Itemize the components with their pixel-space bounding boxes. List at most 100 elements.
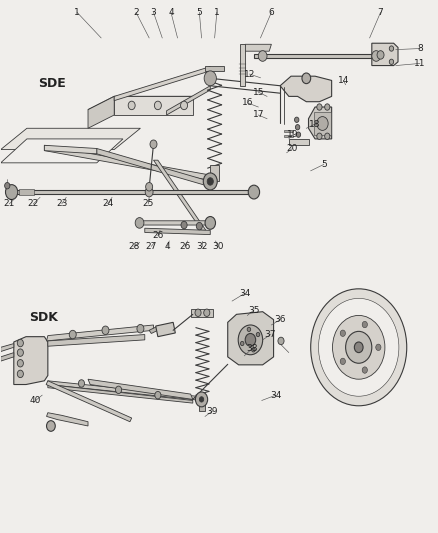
Polygon shape bbox=[240, 44, 245, 86]
Text: 23: 23 bbox=[56, 199, 67, 208]
Circle shape bbox=[102, 326, 109, 335]
Text: SDE: SDE bbox=[38, 77, 66, 90]
Circle shape bbox=[69, 330, 76, 339]
Circle shape bbox=[317, 104, 322, 110]
Polygon shape bbox=[7, 190, 258, 194]
Circle shape bbox=[318, 298, 399, 396]
Text: 18: 18 bbox=[309, 119, 321, 128]
Circle shape bbox=[354, 342, 363, 353]
Circle shape bbox=[150, 140, 157, 149]
Text: 20: 20 bbox=[286, 144, 298, 153]
Polygon shape bbox=[48, 335, 145, 346]
Text: 34: 34 bbox=[270, 391, 282, 400]
Circle shape bbox=[389, 59, 394, 64]
Circle shape bbox=[196, 222, 202, 230]
Text: SDK: SDK bbox=[29, 311, 58, 324]
Circle shape bbox=[325, 133, 330, 140]
Circle shape bbox=[155, 391, 161, 399]
Text: 16: 16 bbox=[242, 98, 253, 107]
Polygon shape bbox=[44, 146, 97, 154]
Polygon shape bbox=[1, 353, 14, 361]
Circle shape bbox=[278, 337, 284, 345]
Circle shape bbox=[17, 340, 23, 347]
Polygon shape bbox=[153, 160, 206, 230]
Circle shape bbox=[247, 327, 251, 332]
Polygon shape bbox=[228, 312, 274, 365]
Circle shape bbox=[256, 333, 260, 337]
Text: 26: 26 bbox=[152, 231, 163, 240]
Circle shape bbox=[346, 332, 372, 364]
Polygon shape bbox=[149, 326, 160, 334]
Circle shape bbox=[181, 221, 187, 229]
Text: 34: 34 bbox=[240, 288, 251, 297]
Text: 24: 24 bbox=[102, 199, 113, 208]
Text: 7: 7 bbox=[378, 8, 383, 17]
Text: 12: 12 bbox=[244, 70, 255, 78]
Text: 3: 3 bbox=[151, 8, 156, 17]
Polygon shape bbox=[166, 86, 210, 115]
Text: 11: 11 bbox=[414, 59, 426, 68]
Polygon shape bbox=[97, 149, 210, 187]
Polygon shape bbox=[46, 413, 88, 426]
Text: 5: 5 bbox=[197, 8, 202, 17]
Text: 35: 35 bbox=[248, 305, 260, 314]
Text: 37: 37 bbox=[265, 330, 276, 339]
Circle shape bbox=[195, 309, 201, 317]
Circle shape bbox=[248, 185, 260, 199]
Circle shape bbox=[203, 173, 217, 190]
Text: 8: 8 bbox=[417, 44, 423, 53]
Text: 21: 21 bbox=[4, 199, 15, 208]
Polygon shape bbox=[254, 54, 385, 58]
Polygon shape bbox=[313, 330, 332, 364]
Circle shape bbox=[207, 177, 213, 185]
Circle shape bbox=[340, 330, 346, 336]
Circle shape bbox=[154, 101, 161, 110]
Circle shape bbox=[317, 117, 328, 131]
Circle shape bbox=[6, 184, 18, 199]
Circle shape bbox=[362, 367, 367, 373]
Bar bbox=[314, 112, 331, 135]
Circle shape bbox=[17, 360, 23, 367]
Bar bbox=[199, 394, 205, 411]
Circle shape bbox=[377, 51, 384, 59]
Polygon shape bbox=[155, 322, 175, 337]
Polygon shape bbox=[313, 328, 332, 336]
Text: 5: 5 bbox=[321, 160, 327, 169]
Circle shape bbox=[46, 421, 55, 431]
Text: 1: 1 bbox=[74, 8, 80, 17]
Polygon shape bbox=[138, 221, 210, 225]
Text: 6: 6 bbox=[268, 8, 274, 17]
Circle shape bbox=[135, 217, 144, 228]
Text: 19: 19 bbox=[286, 130, 298, 139]
Polygon shape bbox=[88, 96, 193, 110]
Circle shape bbox=[17, 349, 23, 357]
Circle shape bbox=[317, 133, 322, 140]
Circle shape bbox=[5, 182, 10, 189]
Text: 15: 15 bbox=[253, 87, 264, 96]
Text: 36: 36 bbox=[274, 315, 286, 324]
Polygon shape bbox=[285, 135, 293, 137]
Bar bbox=[191, 309, 213, 317]
Text: 2: 2 bbox=[133, 8, 139, 17]
Circle shape bbox=[78, 379, 85, 387]
Circle shape bbox=[296, 132, 300, 138]
Polygon shape bbox=[48, 384, 193, 403]
Circle shape bbox=[204, 309, 210, 317]
Circle shape bbox=[17, 370, 23, 377]
Circle shape bbox=[362, 321, 367, 328]
Circle shape bbox=[238, 325, 263, 355]
Circle shape bbox=[145, 187, 153, 197]
Circle shape bbox=[116, 386, 122, 393]
Circle shape bbox=[180, 101, 187, 110]
Polygon shape bbox=[280, 76, 332, 102]
Polygon shape bbox=[289, 139, 308, 146]
Polygon shape bbox=[1, 139, 123, 163]
Circle shape bbox=[340, 358, 346, 365]
Circle shape bbox=[258, 51, 267, 61]
Polygon shape bbox=[243, 44, 272, 51]
Text: 39: 39 bbox=[207, 407, 218, 416]
Polygon shape bbox=[1, 344, 14, 352]
Circle shape bbox=[252, 348, 255, 352]
Circle shape bbox=[332, 316, 385, 379]
Circle shape bbox=[146, 182, 152, 191]
